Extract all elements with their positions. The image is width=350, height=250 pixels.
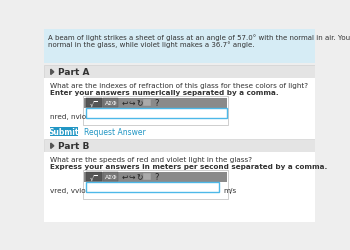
Text: Part A: Part A [58, 68, 90, 77]
Text: vred, vviolet =: vred, vviolet = [50, 187, 103, 193]
FancyBboxPatch shape [86, 109, 227, 119]
FancyBboxPatch shape [83, 170, 228, 200]
FancyBboxPatch shape [104, 99, 118, 108]
Text: ↩: ↩ [121, 99, 127, 108]
Text: What are the indexes of refraction of this glass for these colors of light?: What are the indexes of refraction of th… [50, 83, 308, 89]
Text: m/s: m/s [224, 187, 237, 193]
Text: ↪: ↪ [129, 99, 135, 108]
Text: ?: ? [155, 172, 159, 181]
Text: What are the speeds of red and violet light in the glass?: What are the speeds of red and violet li… [50, 156, 252, 162]
Text: Express your answers in meters per second separated by a comma.: Express your answers in meters per secon… [50, 164, 327, 170]
Text: ↩: ↩ [121, 172, 127, 181]
FancyBboxPatch shape [143, 173, 152, 180]
FancyBboxPatch shape [44, 79, 315, 167]
FancyBboxPatch shape [84, 172, 227, 182]
Text: ↪: ↪ [129, 172, 135, 181]
Text: ?: ? [155, 99, 159, 108]
Text: AΣΦ: AΣΦ [105, 174, 117, 179]
Text: $\sqrt{\,}$: $\sqrt{\,}$ [89, 98, 98, 108]
Polygon shape [51, 70, 54, 75]
Text: Part B: Part B [58, 142, 90, 151]
Text: Submit: Submit [49, 128, 79, 136]
FancyBboxPatch shape [86, 182, 219, 192]
FancyBboxPatch shape [50, 128, 78, 136]
Text: Request Answer: Request Answer [84, 128, 146, 136]
Text: normal in the glass, while violet light makes a 36.7° angle.: normal in the glass, while violet light … [48, 42, 255, 48]
Text: AΣΦ: AΣΦ [105, 101, 117, 106]
FancyBboxPatch shape [104, 173, 118, 181]
FancyBboxPatch shape [44, 153, 315, 222]
FancyBboxPatch shape [86, 99, 102, 108]
Text: nred, nviolet =: nred, nviolet = [50, 114, 104, 120]
Text: Enter your answers numerically separated by a comma.: Enter your answers numerically separated… [50, 90, 279, 96]
FancyBboxPatch shape [44, 30, 315, 64]
Text: ↻: ↻ [136, 99, 143, 108]
FancyBboxPatch shape [44, 66, 315, 79]
Text: A beam of light strikes a sheet of glass at an angle of 57.0° with the normal in: A beam of light strikes a sheet of glass… [48, 34, 350, 41]
Text: ↻: ↻ [136, 172, 143, 181]
FancyBboxPatch shape [143, 100, 152, 106]
FancyBboxPatch shape [44, 140, 315, 153]
FancyBboxPatch shape [86, 173, 102, 181]
Polygon shape [51, 144, 54, 149]
FancyBboxPatch shape [84, 98, 227, 108]
Text: $\sqrt{\,}$: $\sqrt{\,}$ [89, 172, 98, 182]
FancyBboxPatch shape [83, 97, 228, 126]
